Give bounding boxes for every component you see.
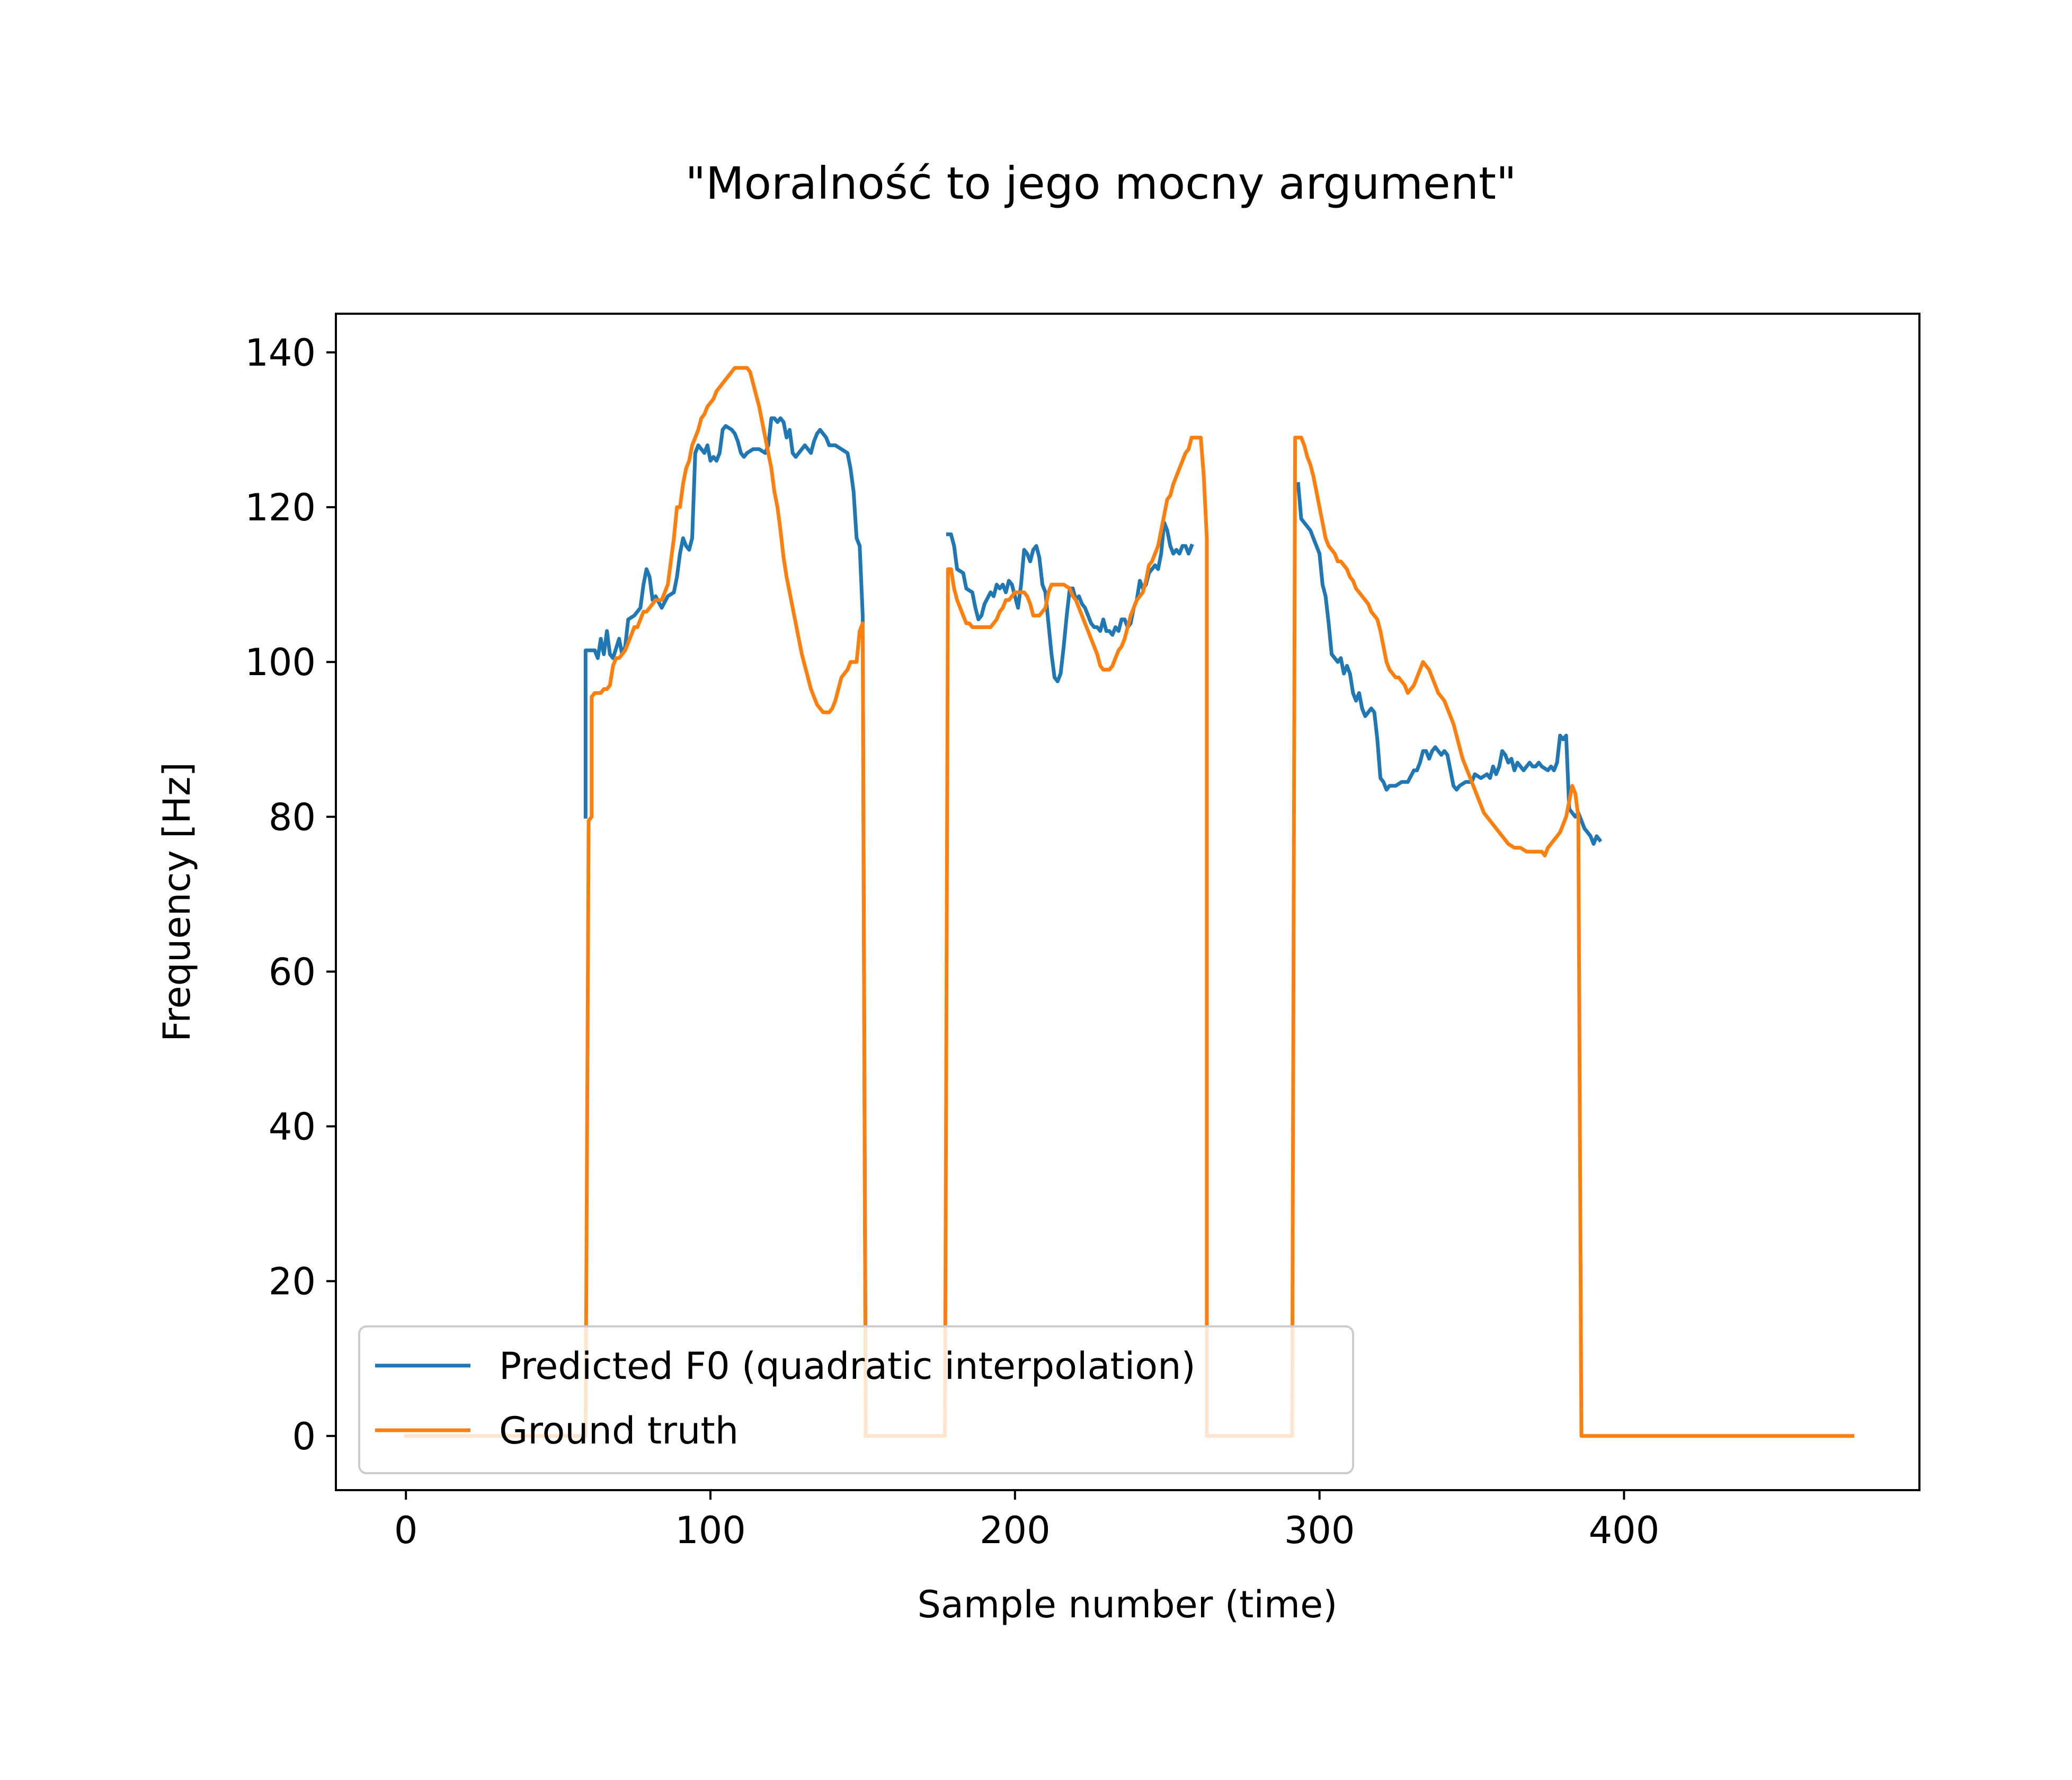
x-tick-label: 400 [1589, 1509, 1660, 1552]
y-tick-label: 80 [269, 795, 316, 839]
y-tick-label: 40 [269, 1105, 316, 1149]
y-tick-label: 140 [245, 331, 316, 375]
y-tick-label: 120 [245, 486, 316, 529]
legend-label-predicted: Predicted F0 (quadratic interpolation) [499, 1344, 1196, 1388]
legend-label-ground-truth: Ground truth [499, 1409, 739, 1453]
y-axis: 0 20 40 60 80 100 120 140 [245, 331, 336, 1458]
x-tick-label: 200 [980, 1509, 1051, 1552]
x-tick-label: 0 [394, 1509, 418, 1552]
series-line-predicted-2 [1296, 482, 1603, 846]
plot-frame [335, 313, 1920, 1491]
plot-area [335, 313, 1920, 1491]
x-axis-label: Sample number (time) [918, 1583, 1338, 1626]
legend-box [358, 1325, 1354, 1474]
series-group [404, 366, 1854, 1438]
y-axis-label: Frequency [Hz] [155, 762, 199, 1042]
series-line-ground-truth [404, 366, 1854, 1438]
x-tick-label: 100 [675, 1509, 746, 1552]
y-tick-label: 0 [292, 1415, 316, 1458]
legend: Predicted F0 (quadratic interpolation) G… [358, 1325, 1354, 1474]
series-line-predicted-0 [583, 416, 868, 1438]
chart-title: "Moralność to jego mocny argument" [685, 157, 1516, 209]
series-line-predicted-1 [946, 520, 1194, 684]
y-tick-label: 20 [269, 1260, 316, 1304]
x-axis: 0 100 200 300 400 [394, 1490, 1659, 1552]
y-tick-label: 100 [245, 641, 316, 684]
x-tick-label: 300 [1284, 1509, 1355, 1552]
y-tick-label: 60 [269, 950, 316, 994]
